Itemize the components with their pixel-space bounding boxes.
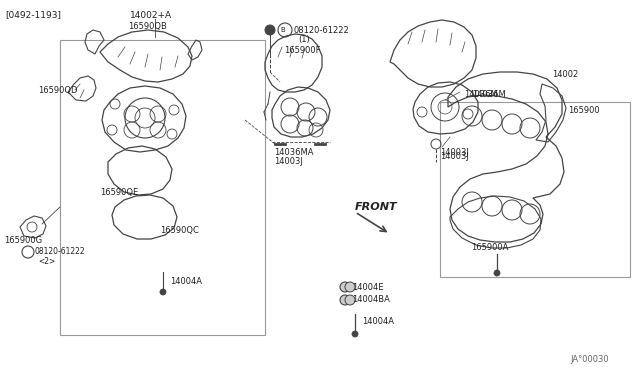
Bar	[440, 102, 630, 277]
Circle shape	[265, 25, 275, 35]
Text: 14003J: 14003J	[274, 157, 303, 166]
Circle shape	[340, 282, 350, 292]
Circle shape	[352, 331, 358, 337]
Text: 16590QC: 16590QC	[160, 225, 199, 234]
Text: (1): (1)	[298, 35, 310, 44]
Text: 14036M: 14036M	[464, 90, 498, 99]
Text: 14036M: 14036M	[472, 90, 506, 99]
Text: 14004A: 14004A	[170, 278, 202, 286]
Text: 14003J: 14003J	[440, 151, 469, 160]
Text: [0492-1193]: [0492-1193]	[5, 10, 61, 19]
Circle shape	[160, 289, 166, 295]
Text: 165900G: 165900G	[4, 235, 42, 244]
Text: B: B	[280, 27, 285, 33]
Bar	[60, 40, 265, 335]
Text: 165900: 165900	[568, 106, 600, 115]
Text: 08120-61222: 08120-61222	[34, 247, 84, 257]
Text: 14002+A: 14002+A	[130, 10, 172, 19]
Text: 14004A: 14004A	[362, 317, 394, 327]
Circle shape	[345, 295, 355, 305]
Circle shape	[345, 282, 355, 292]
Text: 165900A: 165900A	[471, 243, 509, 251]
Text: 16590QD: 16590QD	[38, 86, 77, 94]
Text: 16590QB: 16590QB	[129, 22, 168, 31]
Text: JA°00030: JA°00030	[570, 356, 609, 365]
Text: 14004E: 14004E	[352, 282, 383, 292]
Text: 165900F: 165900F	[284, 45, 321, 55]
Text: <2>: <2>	[38, 257, 55, 266]
Text: 14003J: 14003J	[440, 148, 469, 157]
Text: 14002: 14002	[552, 70, 579, 78]
Text: 16590QE: 16590QE	[100, 187, 138, 196]
Text: FRONT: FRONT	[355, 202, 397, 212]
Circle shape	[340, 295, 350, 305]
Circle shape	[494, 270, 500, 276]
Text: 14036MA: 14036MA	[274, 148, 314, 157]
Text: 14004BA: 14004BA	[352, 295, 390, 305]
Text: 08120-61222: 08120-61222	[294, 26, 349, 35]
